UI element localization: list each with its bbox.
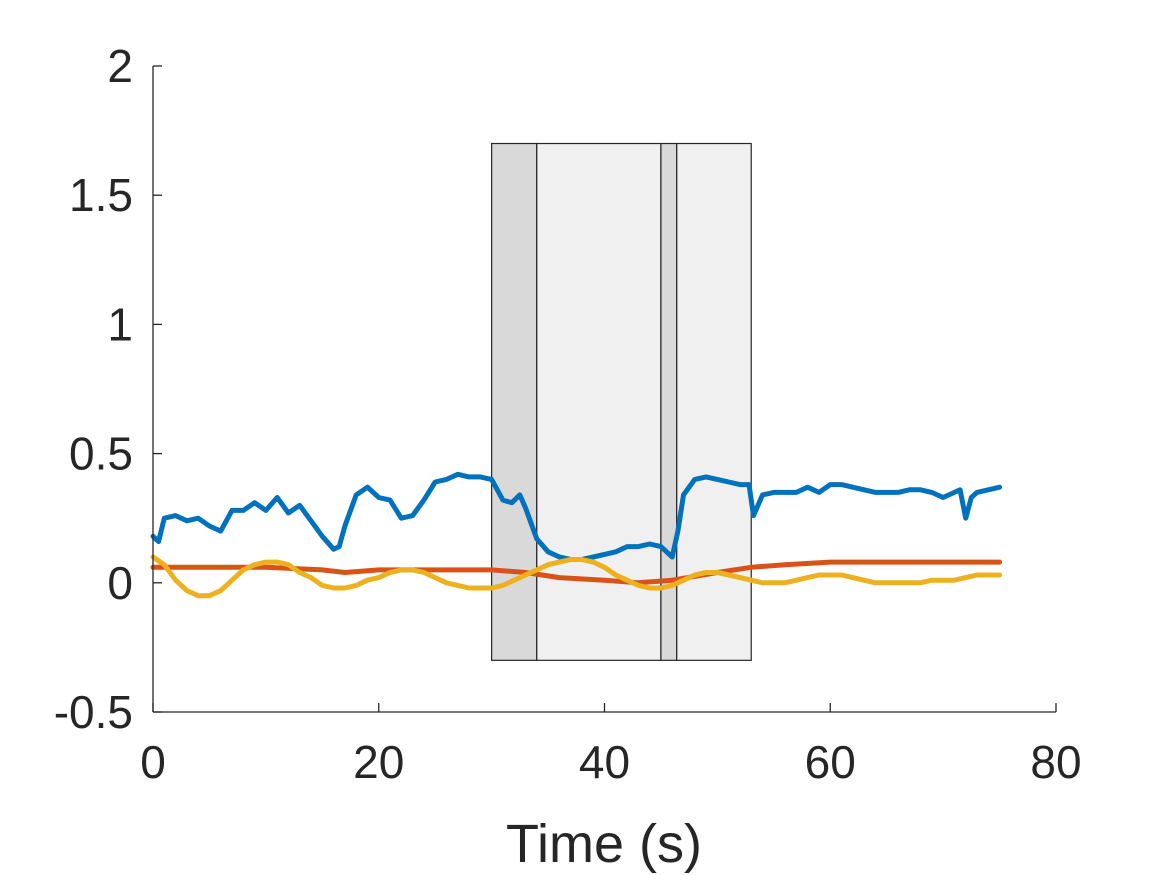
- x-tick-label: 80: [1030, 736, 1081, 788]
- x-tick-label: 20: [353, 736, 404, 788]
- x-tick-label: 60: [805, 736, 856, 788]
- y-tick-label: 2: [107, 40, 133, 92]
- shaded-region-4: [676, 142, 752, 661]
- y-tick-labels: -0.5 0 0.5 1 1.5 2: [54, 40, 133, 738]
- x-axis-title: Time (s): [506, 814, 702, 874]
- y-tick-label: -0.5: [54, 686, 133, 738]
- x-tick-label: 0: [140, 736, 166, 788]
- shaded-region-2: [536, 142, 662, 661]
- axes: [152, 65, 1057, 713]
- series-lines: [150, 471, 1003, 599]
- y-tick-label: 0: [107, 557, 133, 609]
- series-line-2: [150, 559, 1003, 586]
- y-tick-label: 1: [107, 298, 133, 350]
- y-tick-label: 1.5: [69, 169, 133, 221]
- x-tick-label: 40: [579, 736, 630, 788]
- series-line-3: [150, 554, 1003, 599]
- x-tick-labels: 0 20 40 60 80: [140, 736, 1081, 788]
- y-tick-label: 0.5: [69, 428, 133, 480]
